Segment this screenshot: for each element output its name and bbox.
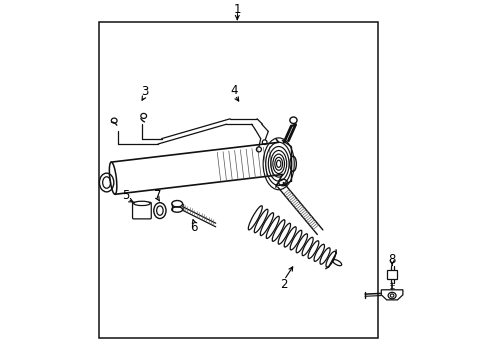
Ellipse shape [387,292,395,299]
Text: 5: 5 [122,189,129,202]
Ellipse shape [133,201,150,206]
Text: 7: 7 [153,189,161,202]
Text: 6: 6 [190,221,198,234]
Bar [99,22,377,338]
Text: 8: 8 [387,253,395,266]
Text: 4: 4 [229,84,237,97]
FancyBboxPatch shape [132,202,151,219]
Text: 3: 3 [141,85,148,98]
Polygon shape [381,290,402,300]
FancyBboxPatch shape [386,270,396,279]
Text: 2: 2 [279,278,286,291]
Text: 1: 1 [233,3,241,15]
